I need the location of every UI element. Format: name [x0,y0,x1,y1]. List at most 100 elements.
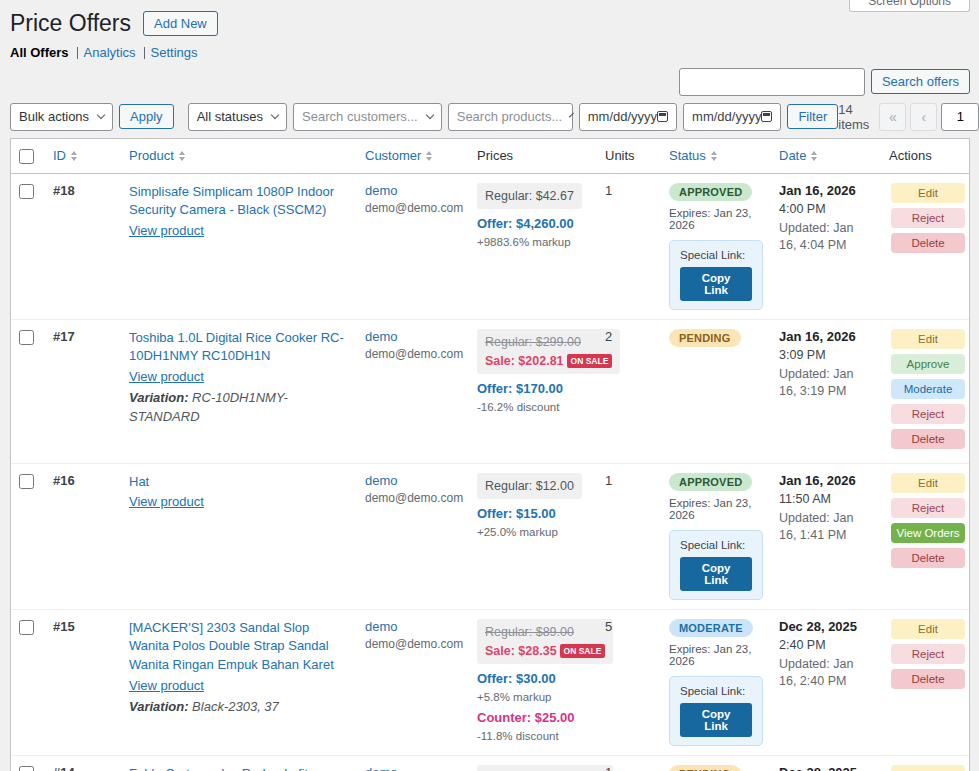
actions-cell: Edit Reject View Orders Delete [881,464,973,609]
delete-action-button[interactable]: Delete [891,233,965,253]
status-badge: APPROVED [669,183,752,201]
price-box: Regular: $89.00 Sale: $28.35ON SALE [477,619,613,664]
date-from-input[interactable]: mm/dd/yyyy [579,103,677,131]
date-to-input[interactable]: mm/dd/yyyy [683,103,781,131]
moderate-action-button[interactable]: Moderate [891,379,965,399]
subnav: All Offers Analytics Settings [10,45,970,60]
customer-email: demo@demo.com [365,201,461,215]
sale-price: Sale: $28.35 [485,644,557,658]
offer-note: +9883.6% markup [477,236,589,248]
row-checkbox[interactable] [19,474,34,489]
prev-page-button[interactable]: ‹ [910,103,937,131]
edit-action-button[interactable]: Edit [891,183,965,203]
copy-link-button[interactable]: Copy Link [680,703,752,737]
statuses-select[interactable]: All statuses [188,103,287,131]
edit-action-button[interactable]: Edit [891,619,965,639]
product-link[interactable]: Hat [129,473,349,492]
apply-button[interactable]: Apply [119,104,174,129]
customer-link[interactable]: demo [365,619,461,634]
offer-price: Offer: $15.00 [477,506,589,521]
date-cell: Dec 28, 2025 2:40 PM Updated: Jan 16, 2:… [771,610,881,755]
view-product-link[interactable]: View product [129,222,204,241]
date-time: 3:09 PM [779,348,873,362]
approve-action-button[interactable]: Approve [891,354,965,374]
variation-label: Variation: RC-10DH1NMY-STANDARD [129,389,349,427]
special-link-label: Special Link: [680,539,752,551]
header-status[interactable]: Status [661,139,771,173]
offer-id: #18 [45,174,121,319]
header-customer[interactable]: Customer [357,139,469,173]
row-checkbox[interactable] [19,330,34,345]
view-product-link[interactable]: View product [129,493,204,512]
date-created: Dec 28, 2025 [779,765,873,771]
edit-action-button[interactable]: Edit [891,765,965,771]
search-products-select[interactable]: Search products... [448,103,573,131]
product-link[interactable]: [MACKER'S] 2303 Sandal Slop Wanita Polos… [129,619,349,676]
titlebar: Price Offers Add New [10,10,970,38]
prices-cell: Regular: $337.09 Sale: $97.09ON SALE Off… [469,756,597,771]
customer-link[interactable]: demo [365,329,461,344]
tab-all-offers[interactable]: All Offers [10,45,69,60]
view-product-link[interactable]: View product [129,677,204,696]
special-link-label: Special Link: [680,685,752,697]
delete-action-button[interactable]: Delete [891,429,965,449]
edit-action-button[interactable]: Edit [891,329,965,349]
status-badge: APPROVED [669,473,752,491]
row-checkbox[interactable] [19,620,34,635]
first-page-button[interactable]: « [879,103,906,131]
view-orders-action-button[interactable]: View Orders [891,523,965,543]
delete-action-button[interactable]: Delete [891,669,965,689]
page: Screen Options Price Offers Add New All … [0,0,979,771]
reject-action-button[interactable]: Reject [891,644,965,664]
customer-link[interactable]: demo [365,473,461,488]
product-link[interactable]: Falda Corta suplex Redonda fitness Tenis… [129,765,349,771]
units-cell: 1 [597,756,661,771]
date-updated: Updated: Jan 16, 3:19 PM [779,366,873,401]
row-checkbox[interactable] [19,766,34,771]
customer-email: demo@demo.com [365,347,461,361]
tab-settings[interactable]: Settings [151,45,198,60]
customer-link[interactable]: demo [365,183,461,198]
date-to-placeholder: mm/dd/yyyy [692,109,761,124]
product-cell: Toshiba 1.0L Digital Rice Cooker RC-10DH… [121,320,357,463]
bulk-actions-label: Bulk actions [19,109,89,124]
product-link[interactable]: Toshiba 1.0L Digital Rice Cooker RC-10DH… [129,329,349,367]
expires-label: Expires: Jan 23, 2026 [669,643,763,667]
reject-action-button[interactable]: Reject [891,208,965,228]
regular-price: Regular: $299.00 [485,335,612,349]
screen-options-button[interactable]: Screen Options [849,0,970,12]
select-all-checkbox[interactable] [19,149,34,164]
current-page-input[interactable] [941,103,979,131]
search-offers-button[interactable]: Search offers [871,69,970,94]
date-created: Jan 16, 2026 [779,329,873,344]
delete-action-button[interactable]: Delete [891,548,965,568]
header-date[interactable]: Date [771,139,881,173]
customer-link[interactable]: demo [365,765,461,771]
bulk-actions-select[interactable]: Bulk actions [10,103,113,131]
search-customers-select[interactable]: Search customers... [293,103,442,131]
reject-action-button[interactable]: Reject [891,404,965,424]
counter-note: -11.8% discount [477,730,589,742]
copy-link-button[interactable]: Copy Link [680,267,752,301]
product-link[interactable]: Simplisafe Simplicam 1080P Indoor Securi… [129,183,349,221]
row-checkbox[interactable] [19,184,34,199]
offer-id: #14 [45,756,121,771]
header-product[interactable]: Product [121,139,357,173]
copy-link-button[interactable]: Copy Link [680,557,752,591]
date-updated: Updated: Jan 16, 1:41 PM [779,510,873,545]
search-offers-input[interactable] [679,68,865,96]
sale-price: Sale: $202.81 [485,354,564,368]
offer-price: Offer: $30.00 [477,671,589,686]
tab-analytics[interactable]: Analytics [84,45,136,60]
sort-icon [426,151,432,161]
add-new-button[interactable]: Add New [143,11,218,36]
header-id[interactable]: ID [45,139,121,173]
regular-price: Regular: $12.00 [485,479,574,493]
view-product-link[interactable]: View product [129,368,204,387]
reject-action-button[interactable]: Reject [891,498,965,518]
offer-note: +25.0% markup [477,526,589,538]
edit-action-button[interactable]: Edit [891,473,965,493]
product-cell: [MACKER'S] 2303 Sandal Slop Wanita Polos… [121,610,357,755]
filter-button[interactable]: Filter [787,104,838,129]
price-box: Regular: $337.09 Sale: $97.09ON SALE [477,765,613,771]
